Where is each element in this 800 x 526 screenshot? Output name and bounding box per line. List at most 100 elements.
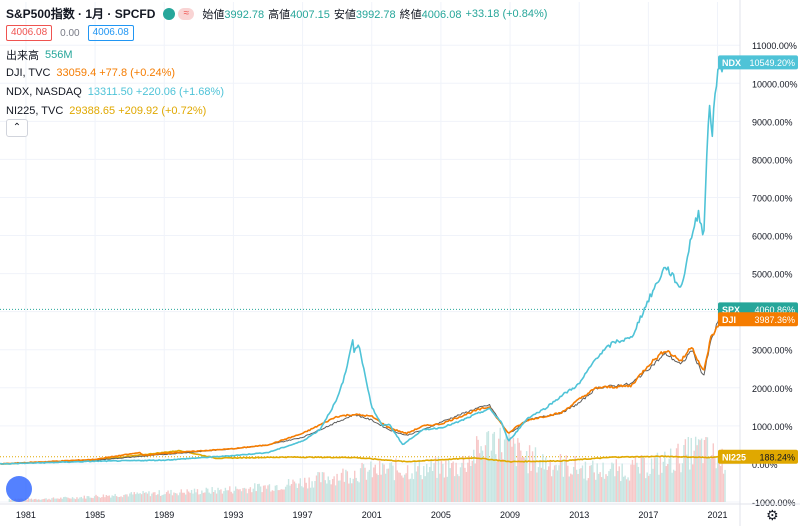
volume-bar [675,448,678,502]
collapse-legend-button[interactable]: ⌃ [6,119,28,137]
volume-bar [331,479,334,502]
x-tick-label: 2001 [362,510,382,520]
volume-bar [415,471,418,502]
volume-bar [717,455,719,502]
volume-bar [149,496,152,502]
volume-bar [599,472,601,502]
volume-bar [290,484,293,502]
bid-price-button[interactable]: 4006.08 [6,25,53,41]
volume-bar [65,497,68,502]
volume-bar [578,468,581,502]
volume-bar [465,471,468,502]
legend-dji[interactable]: DJI, TVC 33059.4 +77.8 (+0.24%) [6,67,175,79]
grid-layer [0,2,740,503]
volume-bar [318,472,321,502]
legend-ni225[interactable]: NI225, TVC 29388.65 +209.92 (+0.72%) [6,105,206,117]
volume-bar [680,472,682,502]
legend-volume[interactable]: 出来高 556M [6,47,73,63]
volume-bar [495,454,497,502]
legend-ndx[interactable]: NDX, NASDAQ 13311.50 +220.06 (+1.68%) [6,86,224,98]
volume-bar [374,464,376,502]
volume-bar [108,495,110,502]
x-tick-label: 2017 [638,510,658,520]
y-tick-label: 10000.00% [752,79,798,89]
volume-bar [674,470,676,502]
volume-bar [534,447,537,502]
legend-value: 29388.65 +209.92 (+0.72%) [69,105,207,117]
volume-bar [612,463,615,502]
gear-icon[interactable]: ⚙ [766,507,779,523]
volume-bar [143,492,146,502]
tradingview-logo-icon[interactable] [6,476,32,502]
volume-bar [549,459,551,502]
y-tick-label: -1000.00% [752,498,796,508]
eye-icon[interactable] [163,7,176,20]
volume-bar [692,464,694,502]
x-tick-label: 1981 [16,510,36,520]
ask-price-button[interactable]: 4006.08 [87,25,134,41]
volume-bar [205,487,207,502]
volume-bar [135,494,137,502]
volume-bar [409,478,412,502]
volume-bar [55,498,58,502]
volume-bar [258,483,260,502]
volume-bar [506,439,509,502]
volume-bar [699,440,701,502]
volume-bar [340,472,343,502]
volume-bar [211,487,213,502]
volume-bar [614,476,616,502]
volume-bar [517,438,519,502]
last-value-badge [718,55,798,70]
volume-bar [656,452,659,502]
volume-bar [243,487,246,502]
volume-bar [646,472,648,502]
volume-bar [567,465,569,502]
volume-bar [546,469,548,502]
volume-bar [10,499,12,502]
volume-bar [95,494,97,502]
volume-bar [48,498,50,502]
volume-bar [283,489,285,502]
wave-icon[interactable]: ≈ [178,7,195,20]
volume-bar [580,468,582,502]
volume-bar [530,470,532,502]
volume-bar [712,443,714,502]
volume-bar [436,477,438,502]
volume-bar [376,473,378,502]
volume-bar [262,485,265,502]
volume-bar [292,479,294,502]
volume-bar [486,432,488,502]
volume-bar [186,489,188,502]
volume-bar [330,484,332,502]
volume-bar [672,469,675,502]
volume-bar [478,453,481,502]
volume-bar [254,483,256,502]
volume-bar [562,476,565,502]
volume-bar [708,456,710,502]
volume-bar [190,489,193,502]
volume-bar [30,498,33,502]
volume-bar [499,427,501,502]
volume-bar [145,492,147,502]
volume-bar [474,463,476,502]
volume-bar [187,491,190,502]
y-tick-label: 6000.00% [752,232,793,242]
volume-bar [724,469,726,502]
volume-bar [443,477,446,502]
volume-bar [261,492,263,502]
volume-bar [697,439,700,502]
volume-bar [115,496,118,502]
volume-bar [642,455,644,502]
volume-bar [362,464,365,502]
x-tick-label: 2013 [569,510,589,520]
volume-bar [155,495,158,502]
volume-bar [130,492,133,502]
volume-bar [471,460,473,502]
volume-bar [545,457,547,502]
volume-bar [354,470,356,502]
volume-bar [514,443,516,502]
volume-bar [273,490,275,502]
volume-bar [96,496,99,502]
volume-bar [384,473,387,502]
